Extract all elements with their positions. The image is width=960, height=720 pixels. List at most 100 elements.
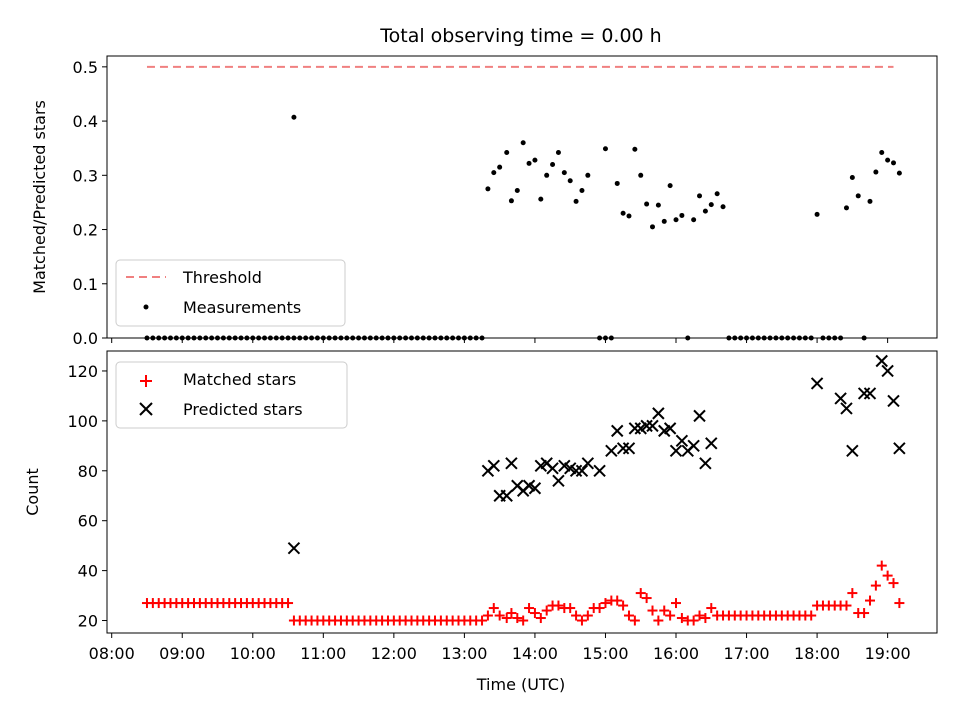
measurement-point [649,224,655,230]
bottom-y-tick-label: 100 [67,412,98,431]
matched-star-point [676,613,687,624]
matched-star-point [535,613,546,624]
measurement-point [891,160,897,166]
predicted-star-point [546,462,559,475]
predicted-star-point [646,419,659,433]
bottom-y-tick-label: 120 [67,362,98,381]
matched-star-point [283,598,294,609]
predicted-star-point [675,434,689,448]
predicted-star-point [893,442,906,455]
predicted-star-point [669,444,683,458]
top-panel: 0.0 0.1 0.2 0.3 0.4 0.5 Matched/Predicted sta… [30,55,938,348]
measurement-point [291,114,297,120]
measurement-point [504,150,510,156]
bottom-y-ticks: 20 40 60 80 100 120 [67,362,107,631]
predicted-star-point [810,377,824,390]
measurement-point [644,201,650,207]
bottom-x-ticks: 08:00 09:00 10:00 11:00 12:00 13:00 14:00 15:00… [89,633,911,663]
matched-star-point [618,600,629,611]
legend-measurements-label: Measurements [183,298,301,317]
predicted-star-point [687,439,700,453]
measurement-point [620,210,626,216]
measurement-point [879,150,885,156]
matched-star-point [482,610,493,621]
measurement-point [532,157,538,163]
x-tick-label: 16:00 [653,644,699,663]
measurement-point [632,146,638,152]
measurement-point [885,157,891,163]
measurement-point [714,191,720,197]
measurement-point [497,164,503,170]
matched-star-point [529,608,540,619]
measurement-point [526,160,532,166]
bottom-y-axis-label: Count [23,468,42,516]
matched-star-point [882,570,893,581]
matched-star-point [841,600,852,611]
measurement-point [567,178,573,184]
x-tick-label: 14:00 [512,644,558,663]
bottom-legend-box [115,361,348,429]
x-tick-label: 13:00 [441,644,487,663]
matched-star-point [694,610,705,621]
measurement-point [702,208,708,214]
top-y-tick-label: 0.3 [73,166,98,185]
bottom-y-tick-label: 40 [78,562,98,581]
predicted-star-point [581,457,595,470]
measurement-point [896,170,902,176]
matched-star-point [506,608,517,619]
legend-measurements-swatch [143,304,149,310]
measurement-point [508,198,514,204]
matched-star-point [876,560,887,571]
predicted-star-point [622,442,636,455]
predicted-star-point [699,457,712,470]
matched-star-point [512,613,523,624]
predicted-star-point [487,459,500,473]
measurement-point [843,205,849,211]
matched-star-point [612,595,623,606]
matched-star-point [700,613,711,624]
matched-star-point [488,603,499,614]
predicted-star-point [693,409,706,423]
measurement-point [626,213,632,219]
predicted-star-point [628,422,642,435]
matched-star-point [859,608,870,619]
matched-star-point [647,605,658,616]
measurement-point [573,198,579,204]
matched-star-point [623,610,634,621]
matched-star-point [582,610,593,621]
matched-star-point [501,613,512,624]
top-y-ticks: 0.0 0.1 0.2 0.3 0.4 0.5 [73,58,107,348]
measurement-point [555,150,561,156]
measurement-point [708,202,714,208]
measurement-point [667,183,673,189]
predicted-star-point [863,387,877,400]
chart-title: Total observing time = 0.00 h [379,25,661,47]
matched-star-point [641,593,652,604]
matched-star-point [576,615,587,626]
legend-matched-label: Matched stars [183,370,296,389]
bottom-y-tick-label: 60 [78,512,98,531]
legend-predicted-label: Predicted stars [183,400,303,419]
x-tick-label: 08:00 [89,644,135,663]
legend-predicted-swatch [139,402,153,416]
measurement-point [544,172,550,178]
top-legend-box [115,259,346,327]
matched-star-point [653,615,664,626]
top-legend: Threshold Measurements [115,259,346,327]
predicted-star-point [875,354,888,368]
matched-star-point [870,580,881,591]
predicted-star-point [881,364,894,378]
measurement-point [855,193,861,199]
measurement-point [491,170,497,176]
measurement-point [579,187,585,193]
top-y-tick-label: 0.4 [73,112,98,131]
measurement-point [697,193,703,199]
measurement-point [655,202,661,208]
matched-star-point [541,605,552,616]
measurement-point [602,146,608,152]
predicted-star-point [287,541,301,555]
legend-threshold-label: Threshold [182,268,262,287]
matched-star-point [894,598,905,609]
x-tick-label: 17:00 [723,644,769,663]
matched-star-point [565,603,576,614]
